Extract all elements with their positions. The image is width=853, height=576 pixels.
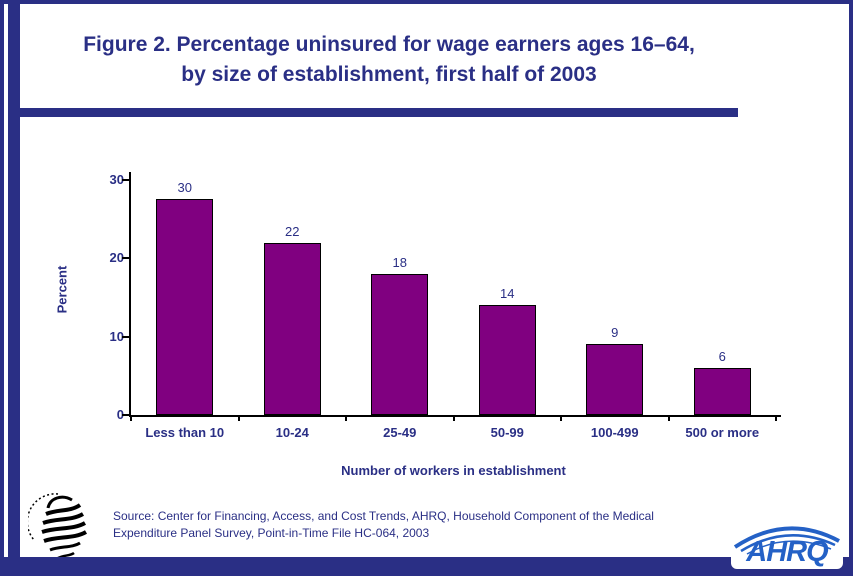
y-tick-mark bbox=[122, 179, 129, 181]
bar-value-label: 14 bbox=[500, 286, 515, 301]
x-tick-mark bbox=[130, 415, 132, 421]
category-label: 25-49 bbox=[383, 425, 417, 440]
bar-value-label: 30 bbox=[177, 180, 192, 195]
x-tick-mark bbox=[237, 415, 240, 421]
category-label: 50-99 bbox=[490, 425, 524, 440]
title-divider-bar bbox=[8, 108, 738, 117]
category-label: 10-24 bbox=[275, 425, 309, 440]
ahrq-logo-arcs bbox=[733, 526, 840, 555]
y-axis-title: Percent bbox=[54, 265, 70, 314]
bar bbox=[263, 243, 321, 415]
y-tick-mark bbox=[122, 257, 129, 260]
x-tick-mark bbox=[775, 415, 777, 421]
hhs-logo bbox=[28, 493, 88, 560]
y-axis-line bbox=[129, 172, 131, 417]
x-axis-line bbox=[129, 415, 781, 417]
y-tick-label: 10 bbox=[109, 328, 124, 344]
bar bbox=[586, 344, 644, 415]
x-tick-mark bbox=[452, 415, 455, 421]
x-tick-mark bbox=[560, 415, 562, 421]
category-labels-row: Less than 10 10-24 25-49 50-99 100-499 500 or… bbox=[131, 425, 776, 440]
bar-group: 6 bbox=[669, 180, 777, 415]
source-line1: Source: Center for Financing, Access, an… bbox=[113, 509, 654, 523]
bar-group: 22 bbox=[239, 180, 347, 415]
bar-chart: Percent 0 10 20 30 30 22 18 14 9 6 Less than 10 1… bbox=[4, 4, 849, 572]
bar bbox=[156, 199, 214, 415]
category-label: 500 or more bbox=[685, 425, 760, 440]
x-tick-mark bbox=[345, 415, 347, 421]
category-label: 100-499 bbox=[590, 425, 639, 440]
y-tick-label: 20 bbox=[109, 250, 124, 266]
x-axis-title: Number of workers in establishment bbox=[341, 463, 566, 478]
chart-title-line2: by size of establishment, first half of … bbox=[181, 63, 597, 87]
bar-group: 9 bbox=[561, 180, 669, 415]
bars-area: 30 22 18 14 9 6 bbox=[131, 180, 776, 415]
left-accent-bar bbox=[8, 4, 20, 572]
bar bbox=[478, 305, 536, 415]
bar-group: 18 bbox=[346, 180, 454, 415]
bar-value-label: 6 bbox=[718, 349, 726, 364]
bar-value-label: 9 bbox=[611, 325, 619, 340]
bar-group: 30 bbox=[131, 180, 239, 415]
chart-title: Figure 2. Percentage uninsured for wage … bbox=[34, 30, 744, 91]
x-tick-mark bbox=[667, 415, 670, 421]
bar-value-label: 18 bbox=[392, 255, 407, 270]
ahrq-logo: AHRQ bbox=[731, 521, 843, 569]
category-label: Less than 10 bbox=[145, 425, 225, 440]
y-tick-mark bbox=[122, 414, 129, 416]
y-tick-mark bbox=[122, 335, 129, 338]
ahrq-logo-text: AHRQ bbox=[746, 536, 828, 568]
bar bbox=[693, 368, 751, 415]
bar-value-label: 22 bbox=[285, 224, 300, 239]
source-line2: Expenditure Panel Survey, Point-in-Time … bbox=[113, 526, 430, 541]
y-tick-label: 30 bbox=[109, 172, 124, 187]
y-tick-label: 0 bbox=[116, 407, 124, 422]
bar-group: 14 bbox=[454, 180, 562, 415]
chart-title-line1: Figure 2. Percentage uninsured for wage … bbox=[83, 33, 695, 56]
bar bbox=[371, 274, 429, 415]
source-note: Source: Center for Financing, Access, an… bbox=[113, 508, 753, 543]
bottom-accent-bar bbox=[4, 557, 849, 572]
